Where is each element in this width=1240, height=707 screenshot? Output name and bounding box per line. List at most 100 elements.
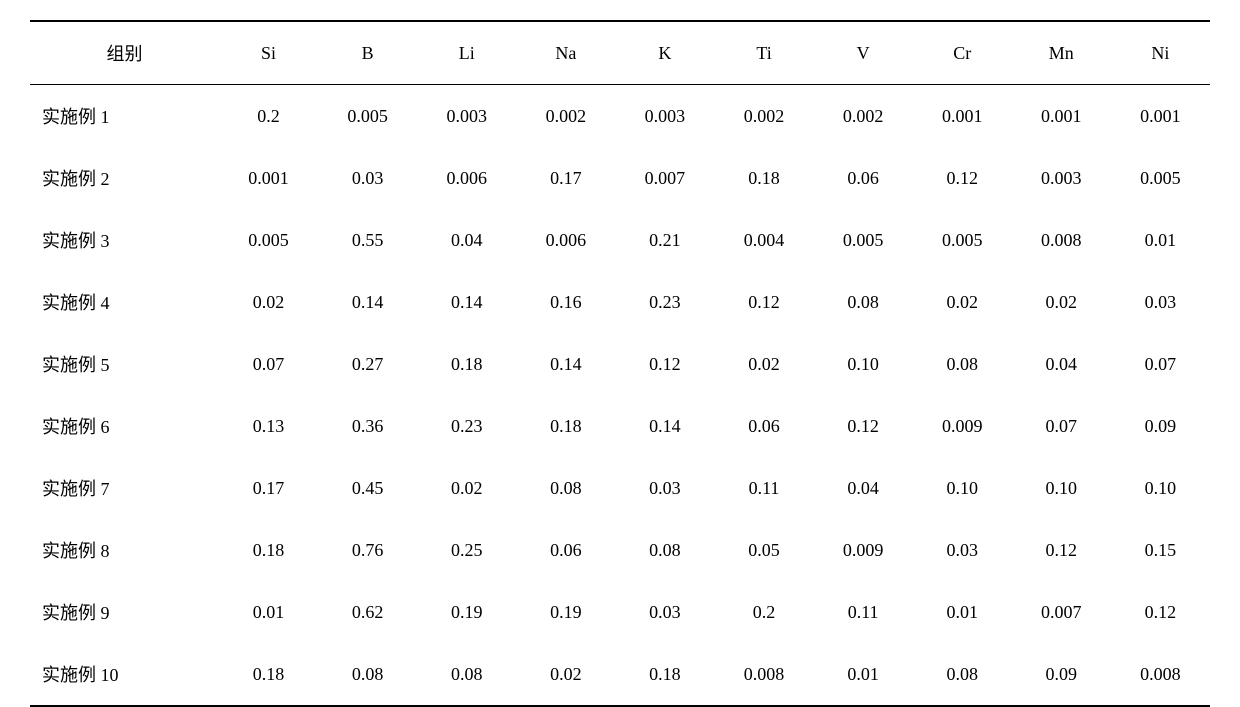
table-row: 实施例 30.0050.550.040.0060.210.0040.0050.0… (30, 209, 1210, 271)
cell-value: 0.002 (814, 85, 913, 148)
cell-value: 0.001 (913, 85, 1012, 148)
cell-value: 0.005 (1111, 147, 1210, 209)
cell-value: 0.55 (318, 209, 417, 271)
cell-value: 0.18 (714, 147, 813, 209)
column-header: Mn (1012, 21, 1111, 85)
cell-value: 0.04 (1012, 333, 1111, 395)
cell-value: 0.18 (615, 643, 714, 706)
cell-value: 0.03 (318, 147, 417, 209)
table-row: 实施例 80.180.760.250.060.080.050.0090.030.… (30, 519, 1210, 581)
cell-value: 0.2 (714, 581, 813, 643)
table-row: 实施例 90.010.620.190.190.030.20.110.010.00… (30, 581, 1210, 643)
column-header: Li (417, 21, 516, 85)
table-body: 实施例 10.20.0050.0030.0020.0030.0020.0020.… (30, 85, 1210, 707)
cell-value: 0.19 (417, 581, 516, 643)
cell-value: 0.004 (714, 209, 813, 271)
cell-value: 0.003 (615, 85, 714, 148)
cell-value: 0.17 (516, 147, 615, 209)
column-header: Si (219, 21, 318, 85)
row-label: 实施例 10 (30, 643, 219, 706)
cell-value: 0.13 (219, 395, 318, 457)
cell-value: 0.006 (516, 209, 615, 271)
cell-value: 0.04 (814, 457, 913, 519)
cell-value: 0.001 (1012, 85, 1111, 148)
row-label: 实施例 6 (30, 395, 219, 457)
cell-value: 0.009 (913, 395, 1012, 457)
cell-value: 0.03 (1111, 271, 1210, 333)
cell-value: 0.08 (615, 519, 714, 581)
table-row: 实施例 10.20.0050.0030.0020.0030.0020.0020.… (30, 85, 1210, 148)
cell-value: 0.10 (814, 333, 913, 395)
cell-value: 0.36 (318, 395, 417, 457)
cell-value: 0.05 (714, 519, 813, 581)
column-header: K (615, 21, 714, 85)
cell-value: 0.06 (516, 519, 615, 581)
cell-value: 0.01 (814, 643, 913, 706)
column-header: Cr (913, 21, 1012, 85)
cell-value: 0.12 (814, 395, 913, 457)
cell-value: 0.18 (219, 643, 318, 706)
cell-value: 0.62 (318, 581, 417, 643)
column-header: Ni (1111, 21, 1210, 85)
cell-value: 0.003 (417, 85, 516, 148)
cell-value: 0.07 (219, 333, 318, 395)
cell-value: 0.11 (714, 457, 813, 519)
cell-value: 0.008 (1111, 643, 1210, 706)
cell-value: 0.008 (1012, 209, 1111, 271)
cell-value: 0.15 (1111, 519, 1210, 581)
cell-value: 0.03 (615, 457, 714, 519)
row-label: 实施例 1 (30, 85, 219, 148)
cell-value: 0.18 (417, 333, 516, 395)
cell-value: 0.18 (516, 395, 615, 457)
composition-table: 组别 Si B Li Na K Ti V Cr Mn Ni 实施例 10.20.… (30, 20, 1210, 707)
cell-value: 0.009 (814, 519, 913, 581)
cell-value: 0.06 (714, 395, 813, 457)
row-label: 实施例 8 (30, 519, 219, 581)
cell-value: 0.08 (913, 643, 1012, 706)
cell-value: 0.005 (318, 85, 417, 148)
cell-value: 0.06 (814, 147, 913, 209)
table-row: 实施例 100.180.080.080.020.180.0080.010.080… (30, 643, 1210, 706)
row-label: 实施例 2 (30, 147, 219, 209)
cell-value: 0.12 (1111, 581, 1210, 643)
cell-value: 0.17 (219, 457, 318, 519)
cell-value: 0.08 (814, 271, 913, 333)
cell-value: 0.003 (1012, 147, 1111, 209)
cell-value: 0.14 (318, 271, 417, 333)
cell-value: 0.07 (1012, 395, 1111, 457)
cell-value: 0.23 (615, 271, 714, 333)
cell-value: 0.12 (1012, 519, 1111, 581)
cell-value: 0.21 (615, 209, 714, 271)
column-header: Na (516, 21, 615, 85)
table-row: 实施例 50.070.270.180.140.120.020.100.080.0… (30, 333, 1210, 395)
cell-value: 0.08 (318, 643, 417, 706)
column-header: V (814, 21, 913, 85)
cell-value: 0.12 (714, 271, 813, 333)
cell-value: 0.02 (1012, 271, 1111, 333)
cell-value: 0.19 (516, 581, 615, 643)
column-header: 组别 (30, 21, 219, 85)
cell-value: 0.14 (516, 333, 615, 395)
row-label: 实施例 3 (30, 209, 219, 271)
cell-value: 0.12 (615, 333, 714, 395)
table-row: 实施例 40.020.140.140.160.230.120.080.020.0… (30, 271, 1210, 333)
cell-value: 0.005 (814, 209, 913, 271)
table-row: 实施例 20.0010.030.0060.170.0070.180.060.12… (30, 147, 1210, 209)
cell-value: 0.27 (318, 333, 417, 395)
cell-value: 0.12 (913, 147, 1012, 209)
cell-value: 0.07 (1111, 333, 1210, 395)
cell-value: 0.09 (1012, 643, 1111, 706)
cell-value: 0.2 (219, 85, 318, 148)
row-label: 实施例 9 (30, 581, 219, 643)
cell-value: 0.03 (913, 519, 1012, 581)
cell-value: 0.008 (714, 643, 813, 706)
row-label: 实施例 7 (30, 457, 219, 519)
cell-value: 0.01 (219, 581, 318, 643)
cell-value: 0.11 (814, 581, 913, 643)
cell-value: 0.001 (1111, 85, 1210, 148)
cell-value: 0.18 (219, 519, 318, 581)
cell-value: 0.14 (417, 271, 516, 333)
cell-value: 0.02 (219, 271, 318, 333)
cell-value: 0.08 (913, 333, 1012, 395)
cell-value: 0.01 (1111, 209, 1210, 271)
